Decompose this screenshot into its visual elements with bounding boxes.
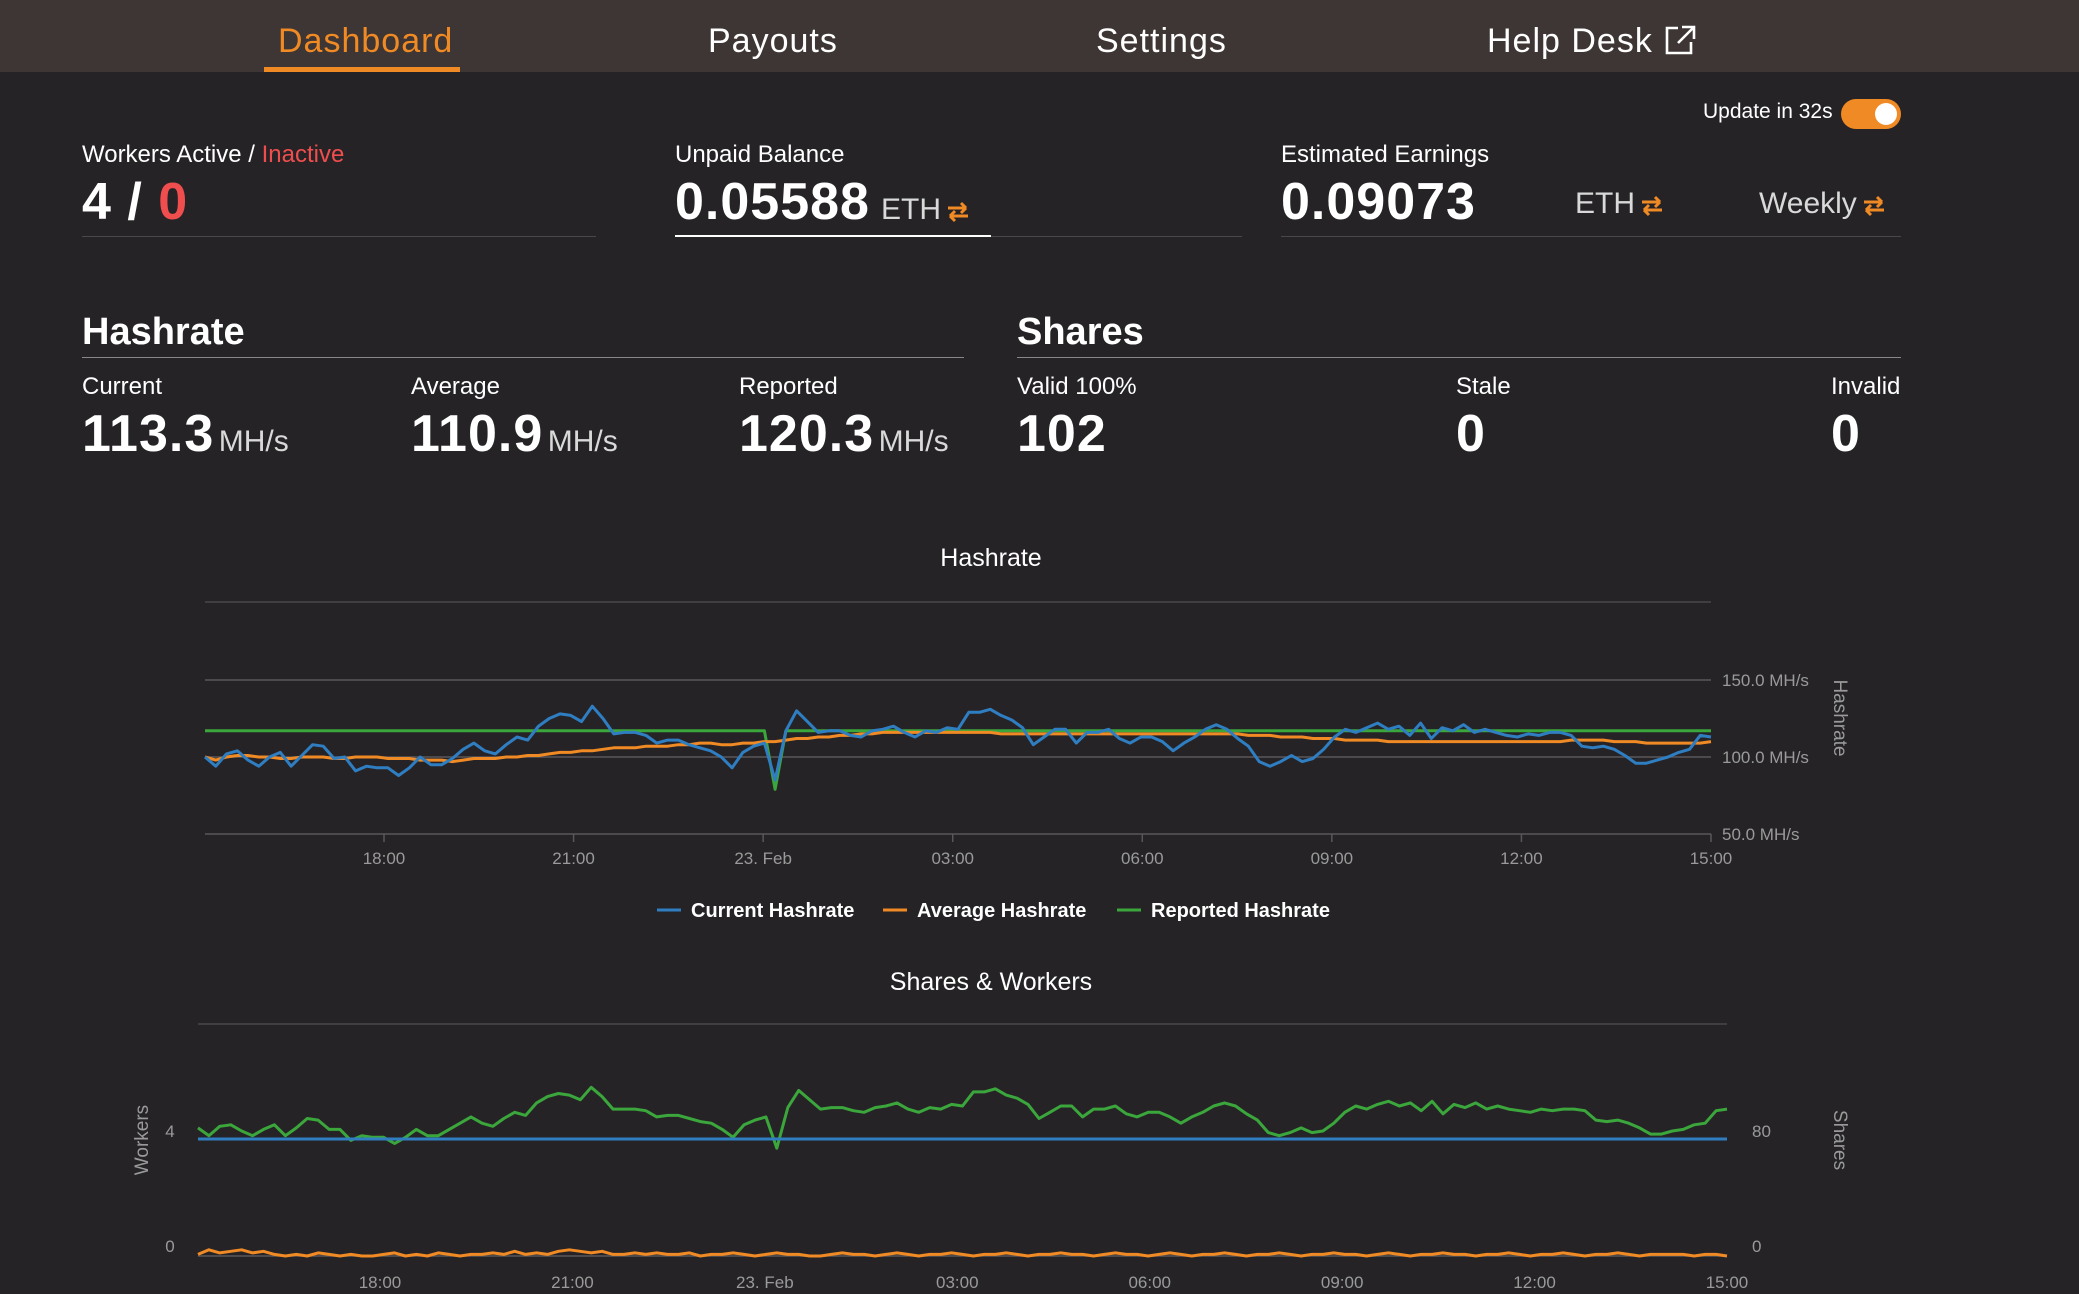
hashrate-series-line	[204, 730, 1712, 764]
shares-valid-label: Valid 100%	[1017, 373, 1137, 400]
legend-item: Current Hashrate	[691, 900, 854, 922]
hashrate-current-label: Current	[82, 373, 163, 400]
hashrate-reported-label: Reported	[739, 373, 838, 400]
nav-payouts[interactable]: Payouts	[708, 22, 838, 60]
hashrate-x-tick: 18:00	[363, 849, 406, 868]
shares-y-tick: 80	[1752, 1122, 1771, 1141]
hashrate-x-tick: 12:00	[1500, 849, 1543, 868]
shares-y-tick: 0	[1752, 1237, 1761, 1256]
swap-icon	[945, 200, 971, 229]
hashrate-series-line	[204, 704, 1712, 782]
workers-divider	[82, 236, 596, 237]
swap-icon	[1639, 194, 1665, 223]
shares-series-line	[197, 1085, 1728, 1150]
hashrate-current-unit: MH/s	[218, 425, 289, 458]
nav-settings[interactable]: Settings	[1096, 22, 1227, 60]
shares-stale-label: Stale	[1456, 373, 1511, 400]
earnings-period: Weekly	[1759, 187, 1857, 220]
legend-item: Average Hashrate	[917, 900, 1086, 922]
hashrate-reported: 120.3 MH/s	[739, 404, 949, 464]
hashrate-current: 113.3 MH/s	[82, 404, 289, 464]
hashrate-current-value: 113.3	[82, 405, 215, 463]
workers-active-label: Workers Active /	[82, 141, 255, 168]
unpaid-balance-currency: ETH	[881, 193, 941, 226]
workers-y-axis-title: Workers	[132, 1105, 153, 1175]
workers-y-tick: 4	[165, 1122, 174, 1141]
workers-count: 4 / 0	[82, 172, 188, 232]
unpaid-balance-label: Unpaid Balance	[675, 141, 845, 168]
hashrate-reported-value: 120.3	[739, 405, 875, 463]
estimated-earnings-value: 0.09073	[1281, 173, 1476, 231]
shares-section-title: Shares	[1017, 311, 1144, 353]
nav-help-desk-label: Help Desk	[1487, 22, 1653, 60]
workers-inactive-label: Inactive	[261, 141, 345, 168]
balance-underline	[675, 235, 991, 237]
earnings-currency: ETH	[1575, 187, 1635, 220]
hashrate-reported-unit: MH/s	[878, 425, 949, 458]
shares-y-axis-title: Shares	[1829, 1110, 1850, 1170]
top-nav: Dashboard Payouts Settings Help Desk	[0, 0, 2079, 72]
legend-item: Reported Hashrate	[1151, 900, 1330, 922]
shares-chart-title: Shares & Workers	[890, 968, 1092, 996]
shares-stale-value: 0	[1456, 405, 1486, 463]
nav-dashboard[interactable]: Dashboard	[278, 22, 454, 60]
shares-invalid-value: 0	[1831, 405, 1861, 463]
external-link-icon	[1663, 24, 1697, 65]
hashrate-x-tick: 03:00	[931, 849, 974, 868]
earnings-divider	[1281, 236, 1901, 237]
workers-active-count: 4	[82, 173, 112, 231]
shares-series-line	[197, 1248, 1728, 1258]
hashrate-x-tick: 06:00	[1121, 849, 1164, 868]
hashrate-x-tick: 15:00	[1690, 849, 1733, 868]
hashrate-section-rule	[82, 357, 964, 358]
auto-update-toggle[interactable]	[1841, 99, 1901, 129]
unpaid-balance-currency-toggle[interactable]: ETH	[881, 193, 971, 229]
shares-x-tick: 06:00	[1128, 1273, 1171, 1292]
swap-icon	[1861, 194, 1887, 223]
hashrate-average-unit: MH/s	[547, 425, 618, 458]
nav-active-underline	[264, 67, 460, 72]
hashrate-section-title: Hashrate	[82, 311, 245, 353]
estimated-earnings-label: Estimated Earnings	[1281, 141, 1490, 168]
unpaid-balance-value: 0.05588	[675, 173, 870, 231]
hashrate-x-tick: 21:00	[552, 849, 595, 868]
hashrate-y-tick: 100.0 MH/s	[1722, 748, 1809, 767]
workers-label: Workers Active / Inactive	[82, 141, 344, 169]
shares-invalid-label: Invalid	[1831, 373, 1901, 400]
hashrate-average-label: Average	[411, 373, 500, 400]
shares-valid-value: 102	[1017, 405, 1107, 463]
update-countdown-label: Update in 32s	[1703, 100, 1833, 123]
hashrate-x-tick: 23. Feb	[734, 849, 792, 868]
workers-inactive-count: 0	[158, 173, 189, 231]
earnings-currency-toggle[interactable]: ETH	[1575, 187, 1665, 223]
shares-x-tick: 18:00	[359, 1273, 402, 1292]
shares-x-tick: 09:00	[1321, 1273, 1364, 1292]
hashrate-average-value: 110.9	[411, 405, 544, 463]
workers-y-tick: 0	[165, 1237, 174, 1256]
hashrate-chart-title: Hashrate	[940, 544, 1041, 572]
hashrate-y-tick: 150.0 MH/s	[1722, 671, 1809, 690]
shares-x-tick: 23. Feb	[736, 1273, 794, 1292]
hashrate-average: 110.9 MH/s	[411, 404, 618, 464]
hashrate-y-axis-title: Hashrate	[1829, 679, 1850, 756]
nav-help-desk[interactable]: Help Desk	[1487, 22, 1697, 65]
balance-divider	[991, 236, 1242, 237]
shares-section-rule	[1017, 357, 1901, 358]
toggle-knob	[1875, 103, 1897, 125]
shares-x-tick: 12:00	[1513, 1273, 1556, 1292]
hashrate-x-tick: 09:00	[1311, 849, 1354, 868]
workers-separator: /	[127, 173, 143, 231]
hashrate-y-tick: 50.0 MH/s	[1722, 825, 1799, 844]
shares-x-tick: 21:00	[551, 1273, 594, 1292]
shares-x-tick: 03:00	[936, 1273, 979, 1292]
shares-x-tick: 15:00	[1706, 1273, 1749, 1292]
earnings-period-toggle[interactable]: Weekly	[1759, 187, 1887, 223]
